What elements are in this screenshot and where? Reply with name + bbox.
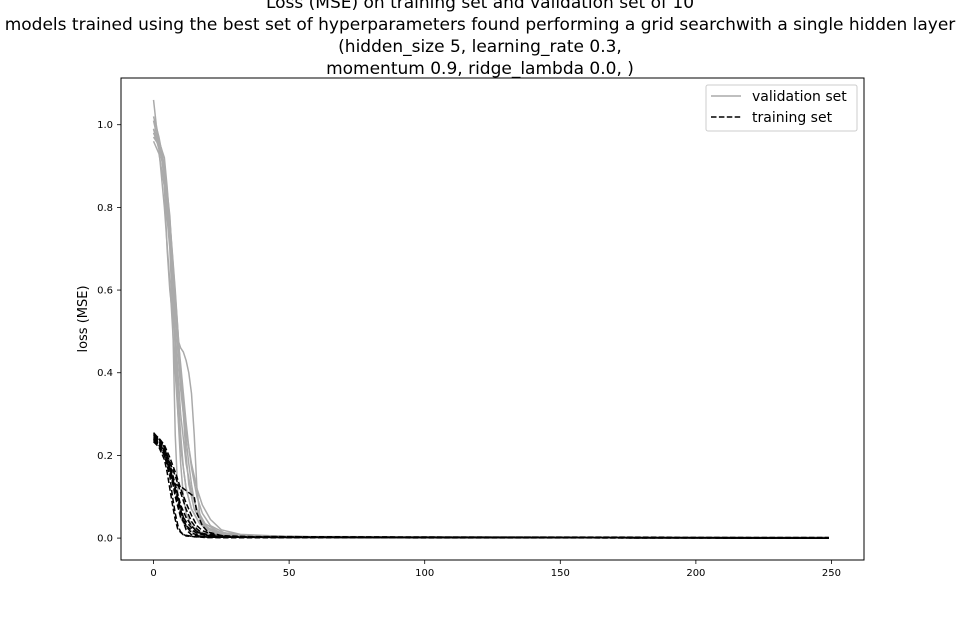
validation-loss-line-8 <box>152 132 829 539</box>
x-tick-label: 50 <box>283 568 296 579</box>
x-tick-label: 150 <box>551 568 570 579</box>
x-tick-label: 200 <box>686 568 705 579</box>
validation-loss-line-7 <box>152 140 829 539</box>
legend: validation set training set <box>705 84 858 132</box>
chart-title-line-2: models trained using the best set of hyp… <box>4 15 956 35</box>
training-loss-line-13 <box>152 438 829 539</box>
y-axis-label: loss (MSE) <box>76 285 91 352</box>
x-tick-label: 100 <box>415 568 434 579</box>
y-tick-label: 1.0 <box>97 120 113 131</box>
y-tick-label: 0.0 <box>97 534 113 545</box>
chart-title-line-4: momentum 0.9, ridge_lambda 0.0, ) <box>326 59 634 79</box>
series-layer <box>152 99 829 539</box>
plot-area-frame <box>120 77 865 561</box>
x-axis: 0 50 100 150 200 250 <box>150 560 841 579</box>
training-loss-line-12 <box>153 436 829 539</box>
chart-title-line-1: Loss (MSE) on training set and validatio… <box>265 0 695 13</box>
validation-loss-line-3 <box>152 128 829 539</box>
y-tick-label: 0.8 <box>97 203 113 214</box>
training-loss-line-18 <box>153 437 829 539</box>
validation-loss-line-4 <box>152 132 829 539</box>
validation-loss-line-6 <box>152 120 829 539</box>
training-loss-line-19 <box>153 433 829 539</box>
chart-title-line-3: (hidden_size 5, learning_rate 0.3, <box>338 37 622 57</box>
validation-loss-line-10 <box>152 136 829 539</box>
training-loss-line-16 <box>153 434 829 539</box>
x-tick-label: 0 <box>150 568 156 579</box>
training-loss-line-14 <box>153 434 829 539</box>
legend-box <box>705 84 858 132</box>
training-loss-line-20 <box>153 439 829 539</box>
validation-loss-line-1 <box>152 99 829 539</box>
y-tick-label: 0.2 <box>97 451 113 462</box>
y-tick-label: 0.4 <box>97 368 113 379</box>
x-tick-label: 250 <box>822 568 841 579</box>
validation-loss-line-2 <box>152 116 829 539</box>
training-loss-line-11 <box>152 432 829 539</box>
validation-loss-line-9 <box>152 128 829 539</box>
training-loss-line-15 <box>153 439 829 539</box>
y-tick-label: 0.6 <box>97 286 113 297</box>
legend-label-2: training set <box>752 110 833 126</box>
training-loss-line-17 <box>153 441 829 539</box>
y-axis: 0.0 0.2 0.4 0.6 0.8 1.0 <box>97 120 121 545</box>
legend-label-1: validation set <box>752 89 847 105</box>
validation-loss-line-5 <box>153 136 829 539</box>
chart-title: Loss (MSE) on training set and validatio… <box>0 0 960 80</box>
